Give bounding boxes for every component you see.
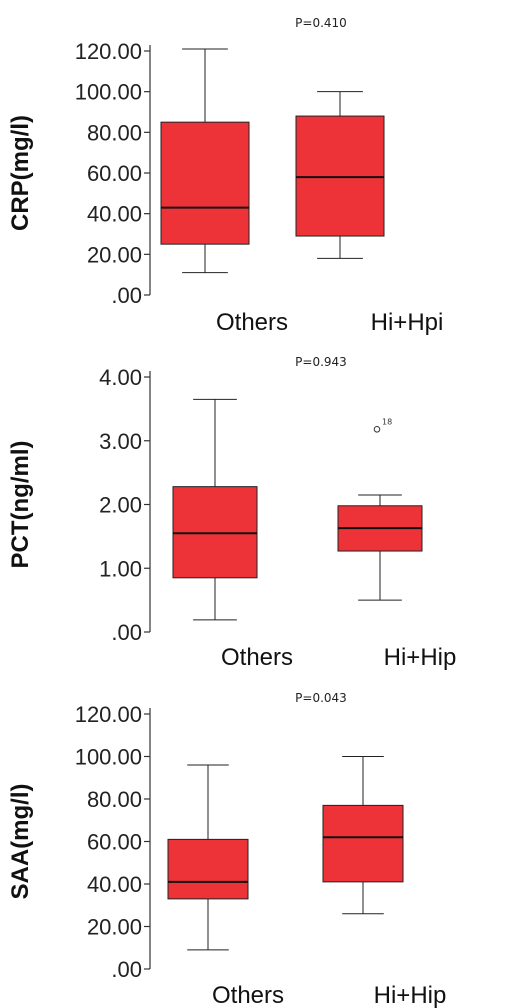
y-tick-label: 100.00 [75,80,142,105]
box-iqr [160,121,250,245]
y-tick-label: 40.00 [87,872,142,897]
p-value-annotation: P=0.043 [295,691,347,705]
x-category-label: Others [221,644,293,671]
x-category-label: Hi+Hpi [371,309,444,336]
y-tick-label: 40.00 [87,202,142,227]
y-tick-label: 20.00 [87,242,142,267]
y-tick-label: 20.00 [87,915,142,940]
y-tick-label: 2.00 [99,493,142,518]
y-axis-title: SAA(mg/l) [7,784,34,900]
y-tick-label: 120.00 [75,702,142,727]
y-axis-title: CRP(mg/l) [7,115,34,231]
x-category-label: Others [212,982,284,1008]
x-category-label: Hi+Hip [374,982,447,1008]
y-axis-title: PCT(ng/ml) [7,441,34,569]
y-tick-label: 100.00 [75,745,142,770]
y-tick-label: 120.00 [75,39,142,64]
p-value-annotation: P=0.410 [295,16,347,30]
y-tick-label: 1.00 [99,556,142,581]
box-iqr [167,838,249,900]
x-category-label: Hi+Hip [384,644,457,671]
y-tick-label: 60.00 [87,161,142,186]
x-category-label: Others [216,309,288,336]
y-tick-label: 4.00 [99,365,142,390]
y-tick-label: 80.00 [87,787,142,812]
y-tick-label: 3.00 [99,429,142,454]
y-tick-label: .00 [111,620,142,645]
box-iqr [295,115,385,237]
y-tick-label: .00 [111,283,142,308]
outlier-point [373,425,381,433]
box-iqr [322,804,404,883]
outlier-label: 18 [382,417,392,426]
y-tick-label: .00 [111,957,142,982]
y-tick-label: 80.00 [87,120,142,145]
p-value-annotation: P=0.943 [295,355,347,369]
y-tick-label: 60.00 [87,830,142,855]
